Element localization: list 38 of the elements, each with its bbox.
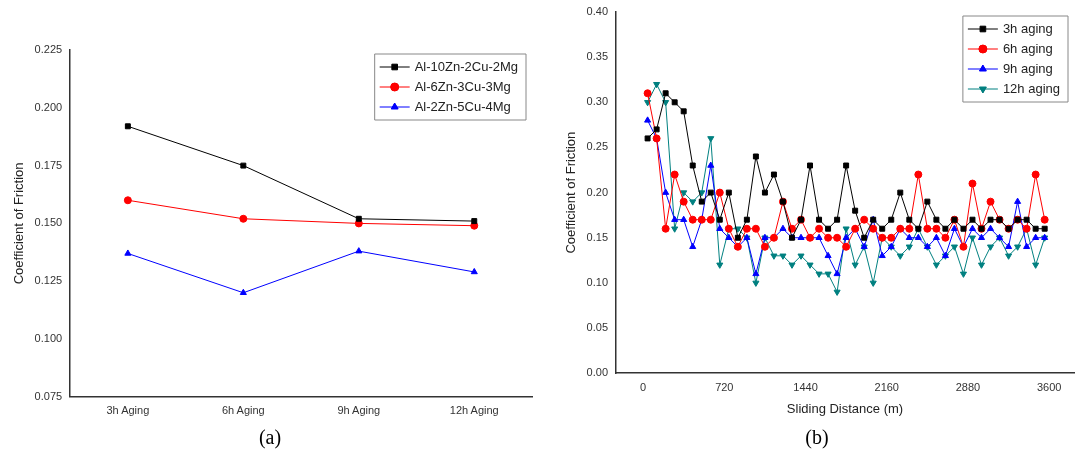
y-tick-label: 0.40 (586, 5, 609, 18)
legend-label: Al-10Zn-2Cu-2Mg (414, 58, 519, 74)
x-tick-label: 0 (640, 380, 647, 393)
y-tick-label: 0.20 (586, 185, 609, 198)
legend-label: 9h aging (1002, 60, 1053, 76)
y-tick-label: 0.175 (34, 158, 63, 171)
x-axis-title: Sliding Distance (m) (786, 400, 904, 416)
x-tick-label: 6h Aging (221, 404, 265, 417)
y-tick-label: 0.200 (34, 100, 63, 113)
y-tick-label: 0.25 (586, 140, 609, 153)
legend-label: Al-2Zn-5Cu-4Mg (414, 98, 511, 114)
x-tick-label: 3h Aging (106, 404, 150, 417)
x-tick-label: 2160 (874, 380, 899, 393)
y-tick-label: 0.00 (586, 366, 609, 379)
y-tick-label: 0.15 (586, 230, 609, 243)
y-axis-title: Coefficient of Friction (563, 131, 579, 254)
y-tick-label: 0.30 (586, 95, 609, 108)
y-axis-title: Coefficient of Friction (11, 162, 27, 285)
x-tick-label: 1440 (793, 380, 818, 393)
x-tick-label: 2880 (955, 380, 981, 393)
text: (b) (805, 426, 829, 450)
legend-label: 6h aging (1002, 40, 1053, 56)
y-tick-label: 0.150 (34, 216, 63, 229)
y-tick-label: 0.35 (586, 50, 609, 63)
y-tick-label: 0.05 (586, 321, 609, 334)
x-tick-label: 3600 (1036, 380, 1062, 393)
y-tick-label: 0.10 (586, 275, 609, 288)
text: (a) (258, 426, 282, 450)
legend-label: Al-6Zn-3Cu-3Mg (414, 78, 511, 94)
y-tick-label: 0.225 (34, 43, 63, 56)
x-tick-label: 9h Aging (337, 404, 381, 417)
x-tick-label: 12h Aging (449, 404, 499, 417)
legend-label: 3h aging (1002, 20, 1053, 36)
y-tick-label: 0.125 (34, 274, 63, 287)
x-tick-label: 720 (715, 380, 734, 393)
y-tick-label: 0.075 (34, 389, 63, 402)
y-tick-label: 0.100 (34, 332, 63, 345)
legend-label: 12h aging (1002, 80, 1061, 96)
